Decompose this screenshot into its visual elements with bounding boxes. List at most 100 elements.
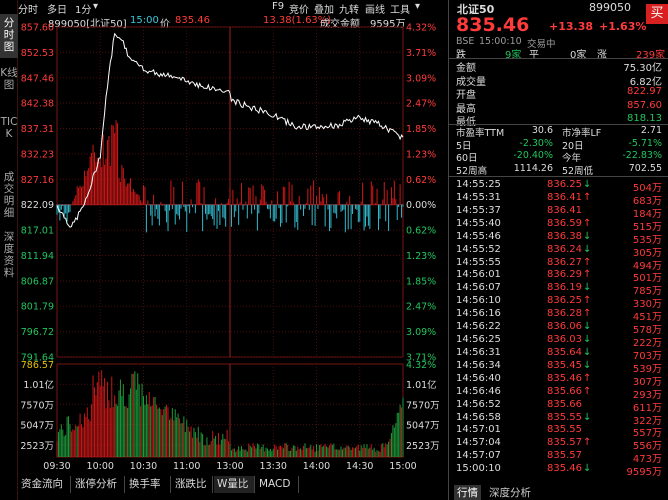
sidenav-tab-1[interactable]: K线图: [0, 67, 18, 91]
tick-price: 835.55: [547, 424, 582, 436]
breadth-bar: [148, 204, 150, 206]
breadth-bar: [388, 204, 390, 231]
volume-bar: [219, 444, 221, 457]
breadth-bar: [128, 183, 130, 205]
breadth-bar: [344, 204, 346, 233]
sidenav-tab-2[interactable]: TICK: [0, 116, 18, 140]
pct-tick-label: 1.23%: [406, 149, 436, 160]
volume-bar: [118, 390, 120, 457]
tick-price: 835.66: [547, 398, 582, 410]
indicator-tab-5[interactable]: MACD: [256, 476, 299, 493]
volume-bar: [213, 438, 215, 457]
volume-bar: [246, 451, 248, 457]
volume-bar: [356, 446, 358, 457]
tick-time: 14:56:52: [456, 398, 501, 410]
breadth-bar: [252, 185, 254, 205]
arrow-down-icon: ↓: [583, 359, 592, 371]
tick-time: 14:56:40: [456, 372, 501, 384]
breadth-bar: [402, 204, 404, 207]
volume-bar: [99, 386, 101, 457]
quote-tab-1[interactable]: 深度分析: [489, 487, 531, 499]
toolbar-item-8[interactable]: 画线: [365, 5, 385, 16]
toolbar-item-1[interactable]: 多日: [47, 5, 67, 16]
toolbar-item-5[interactable]: 竞价: [289, 5, 309, 16]
volume-bar: [168, 419, 170, 457]
volume-bar: [264, 451, 266, 457]
intraday-chart[interactable]: 857.60 852.53 847.46 842.38 837.31 832.23 827.…: [0, 0, 448, 476]
breadth-bar: [333, 204, 335, 213]
volume-tick-label: 2523万: [20, 441, 54, 452]
field-value: 818.13: [627, 113, 662, 124]
ratio-value: -20.40%: [513, 150, 553, 161]
volume-bar: [209, 444, 211, 457]
volume-bar: [243, 449, 245, 457]
toolbar-item-3[interactable]: ▾: [93, 1, 99, 12]
volume-bar: [255, 448, 257, 457]
sidenav-tab-0[interactable]: 分时图: [0, 14, 18, 58]
ratio-label: 今年: [562, 153, 582, 164]
price-tick-label: 852.53: [21, 48, 54, 59]
breadth-bar: [66, 204, 68, 222]
indicator-tab-3[interactable]: 涨跌比: [172, 476, 213, 493]
indicator-tab-0[interactable]: 资金流向: [18, 476, 71, 493]
volume-bar: [76, 426, 78, 457]
breadth-bar: [281, 204, 283, 224]
volume-bar: [115, 403, 117, 457]
indicator-tab-4[interactable]: W量比: [214, 476, 255, 493]
info-volume-label: 成交金额: [320, 19, 360, 30]
arrow-up-icon: ↑: [583, 191, 592, 203]
arrow-down-icon: ↓: [583, 346, 592, 358]
breadth-bar: [292, 202, 294, 205]
volume-bar: [65, 434, 67, 457]
volume-bar: [278, 446, 280, 457]
toolbar-item-10[interactable]: ▾: [415, 1, 421, 12]
tick-amount: 535万: [632, 234, 662, 246]
toolbar-item-7[interactable]: 九转: [339, 5, 359, 16]
toolbar-item-9[interactable]: 工具: [390, 5, 410, 16]
field-value: 822.97: [627, 86, 662, 97]
toolbar-item-4[interactable]: F9: [272, 1, 285, 12]
volume-bar: [203, 445, 205, 457]
breadth-bar: [60, 204, 62, 210]
volume-bar: [290, 450, 292, 457]
indicator-tab-2[interactable]: 换手率: [126, 476, 171, 493]
tick-time: 14:55:46: [456, 230, 501, 242]
x-tick-label: 11:00: [173, 461, 200, 472]
volume-bar: [197, 426, 199, 457]
volume-bar: [119, 379, 121, 457]
volume-bar: [166, 404, 168, 457]
toolbar-item-2[interactable]: 1分: [75, 5, 92, 16]
breadth-bar: [160, 202, 162, 205]
volume-bar: [285, 443, 287, 457]
volume-bar: [353, 448, 355, 457]
toolbar-item-0[interactable]: 分时: [18, 5, 38, 16]
volume-bar: [225, 439, 227, 457]
volume-bar: [109, 407, 111, 457]
sidenav-tab-4[interactable]: 深度资料: [3, 231, 15, 279]
breadth-bar: [340, 204, 342, 212]
breadth-bar: [210, 204, 212, 217]
breadth-bar: [166, 204, 168, 223]
breadth-bar: [104, 164, 106, 205]
breadth-bar: [401, 204, 403, 218]
volume-bar: [399, 404, 401, 457]
toolbar-item-6[interactable]: 叠加: [314, 5, 334, 16]
volume-bar: [174, 409, 176, 457]
breadth-bar: [91, 152, 93, 205]
volume-tick-label: 786.57: [21, 360, 54, 371]
volume-bar: [279, 445, 281, 457]
sidenav-tab-3[interactable]: 成交明细: [3, 171, 15, 219]
volume-bar: [161, 415, 163, 457]
breadth-bar: [363, 204, 365, 231]
volume-bar: [150, 406, 152, 457]
quote-tab-0[interactable]: 行情: [454, 485, 481, 500]
volume-tick-label: 7570万: [20, 400, 54, 411]
volume-bar: [229, 444, 231, 457]
breadth-bar: [223, 204, 225, 219]
buy-button[interactable]: 买: [646, 4, 668, 24]
breadth-bar: [62, 204, 64, 207]
tick-time: 14:57:07: [456, 450, 501, 462]
indicator-tab-1[interactable]: 涨停分析: [72, 476, 125, 493]
breadth-bar: [308, 204, 310, 210]
breadth-bar: [356, 204, 358, 210]
